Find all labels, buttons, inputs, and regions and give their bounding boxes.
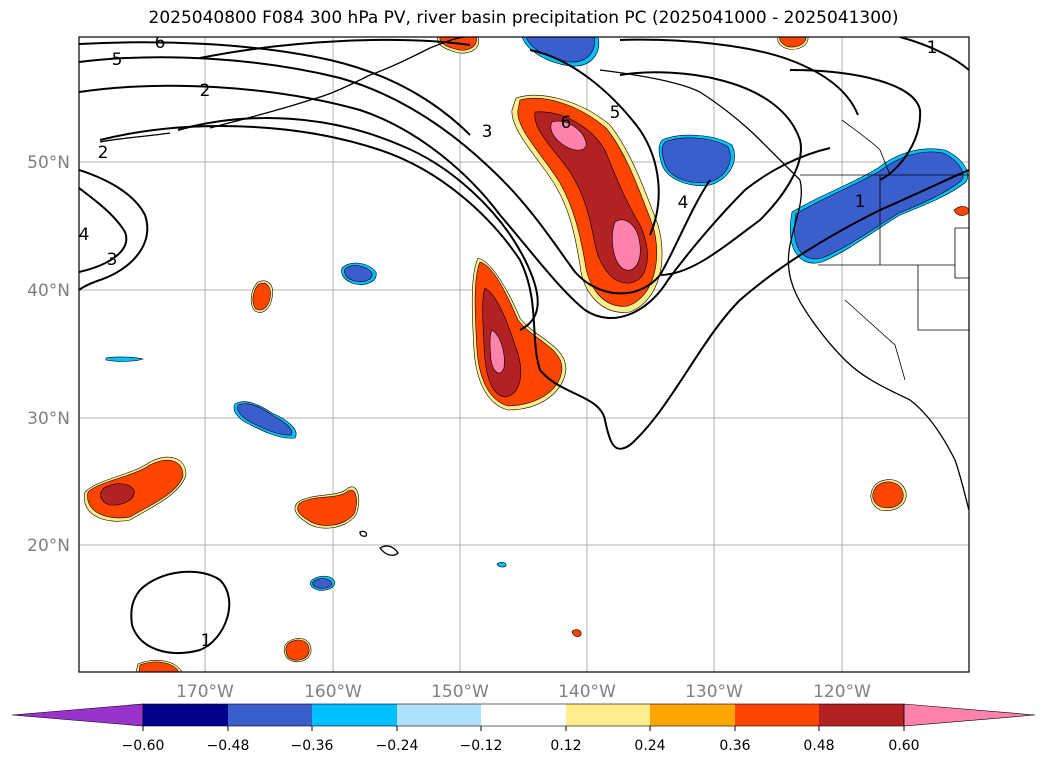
map-title: 2025040800 F084 300 hPa PV, river basin …	[148, 8, 899, 28]
colorbar-ticks	[142, 726, 905, 731]
colorbar-tick-label: −0.12	[460, 738, 503, 754]
lat-label: 20°N	[27, 536, 70, 556]
colorbar-segment	[312, 704, 397, 726]
contour-label: 6	[155, 33, 166, 53]
colorbar-segment	[650, 704, 735, 726]
contour-label: 5	[610, 103, 621, 123]
colorbar: −0.60 −0.48 −0.36 −0.24 −0.12 0.12 0.24 …	[11, 703, 1036, 754]
colorbar-segment	[228, 704, 312, 726]
contour-label: 5	[112, 50, 123, 70]
colorbar-segment	[819, 704, 904, 726]
colorbar-tick-label: 0.12	[550, 738, 581, 754]
contour-label: 1	[855, 192, 866, 212]
contour-label: 2	[200, 81, 211, 101]
lon-label: 120°W	[813, 682, 871, 702]
contour-label: 1	[201, 631, 212, 651]
colorbar-extend-min	[11, 703, 144, 727]
map-frame	[78, 36, 970, 673]
colorbar-tick-label: 0.48	[803, 738, 834, 754]
colorbar-tick-label: 0.60	[888, 738, 919, 754]
colorbar-segment	[566, 704, 650, 726]
colorbar-extend-max	[903, 703, 1036, 727]
latitude-labels: 50°N 40°N 30°N 20°N	[27, 153, 70, 556]
lon-label: 150°W	[431, 682, 489, 702]
contour-label: 6	[561, 113, 572, 133]
contour-label: 3	[107, 250, 118, 270]
colorbar-segment	[481, 704, 566, 726]
contour-label: 2	[98, 143, 109, 163]
colorbar-tick-label: −0.36	[291, 738, 334, 754]
colorbar-tick-label: −0.60	[122, 738, 165, 754]
colorbar-tick-label: 0.36	[719, 738, 750, 754]
lat-label: 50°N	[27, 153, 70, 173]
borders	[800, 119, 969, 381]
contour-label: 1	[927, 38, 938, 58]
lat-label: 40°N	[27, 281, 70, 301]
lon-label: 160°W	[304, 682, 362, 702]
colorbar-tick-label: 0.24	[634, 738, 665, 754]
lon-label: 130°W	[685, 682, 743, 702]
positive-precip-areas	[84, 37, 969, 672]
map-plot-area: 6 5 2 2 4 3 3 5 6 4 1 1 1	[78, 33, 970, 673]
pv-contours	[79, 37, 969, 654]
contour-label-group: 6 5 2 2 4 3 3 5 6 4 1 1 1	[79, 33, 938, 651]
longitude-labels: 170°W 160°W 150°W 140°W 130°W 120°W	[176, 682, 871, 702]
contour-label: 4	[678, 193, 689, 213]
colorbar-segment	[143, 704, 228, 726]
colorbar-tick-label: −0.24	[376, 738, 419, 754]
colorbar-segment	[735, 704, 819, 726]
colorbar-frame	[142, 703, 905, 727]
contour-label: 3	[482, 122, 493, 142]
coastlines	[99, 37, 969, 556]
lon-label: 140°W	[558, 682, 616, 702]
colorbar-tick-label: −0.48	[207, 738, 250, 754]
colorbar-segment	[397, 704, 481, 726]
lon-label: 170°W	[176, 682, 234, 702]
lat-label: 30°N	[27, 409, 70, 429]
contour-label: 4	[79, 225, 90, 245]
